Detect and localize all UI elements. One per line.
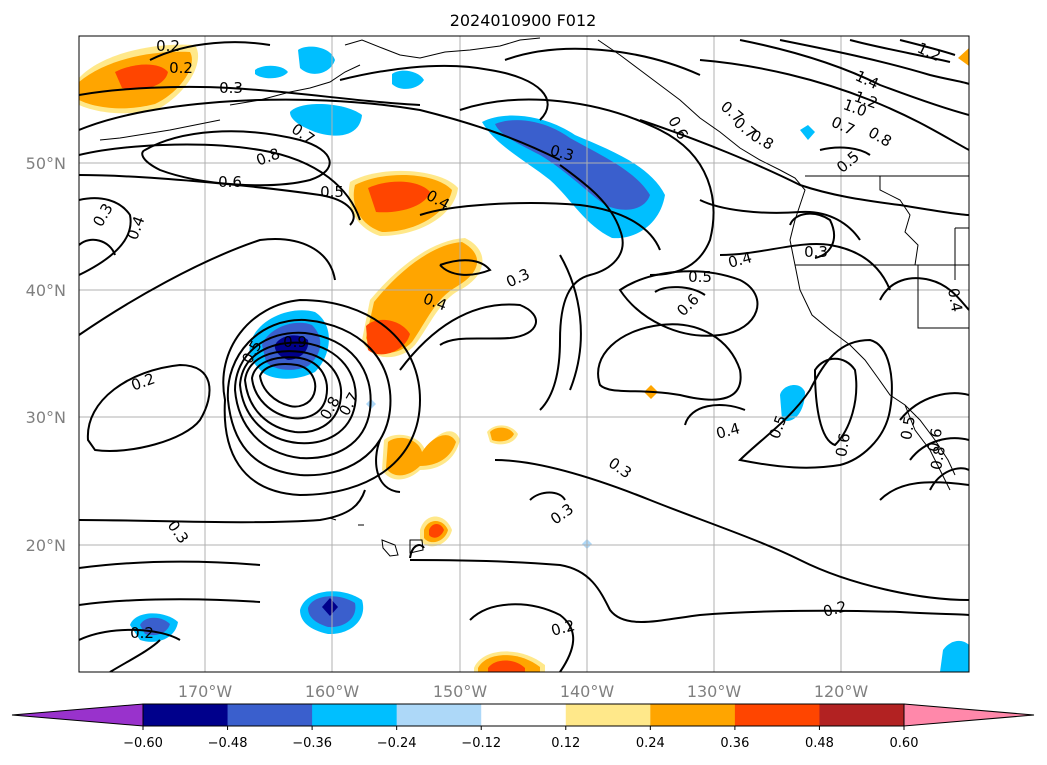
colorbar-segment	[565, 704, 651, 726]
positive-anomaly-region	[366, 319, 410, 355]
contour-label: 0.5	[320, 183, 344, 201]
contour-label: 0.2	[130, 624, 154, 642]
positive-anomaly-region	[368, 181, 430, 213]
colorbar-tick-label: −0.12	[461, 736, 501, 751]
lon-label: 130°W	[687, 682, 742, 701]
colorbar-tick-label: −0.48	[208, 736, 248, 751]
colorbar-segment	[819, 704, 905, 726]
positive-anomaly-region	[490, 427, 514, 442]
negative-anomaly-region	[322, 598, 338, 616]
longitude-labels: 170°W 160°W 150°W 140°W 130°W 120°W	[178, 682, 869, 701]
negative-anomaly-region	[800, 125, 815, 140]
colorbar-segment	[734, 704, 820, 726]
lon-label: 170°W	[178, 682, 233, 701]
map-area: 0.20.20.30.70.80.60.5 0.40.3 0.40.30.70.6 0…	[79, 36, 969, 672]
contour-label: 0.2	[549, 616, 577, 640]
map-frame	[78, 35, 970, 673]
contour-label: 0.6	[924, 427, 946, 454]
lat-label: 20°N	[26, 536, 66, 555]
contour-label: 0.4	[944, 287, 966, 314]
positive-anomaly-region	[115, 64, 168, 90]
latitude-labels: 50°N 40°N 30°N 20°N	[26, 154, 66, 555]
negative-anomaly-region	[780, 384, 805, 421]
positive-anomaly-region	[958, 48, 969, 66]
lon-label: 160°W	[305, 682, 360, 701]
colorbar-segment	[143, 704, 229, 726]
contour-label: 0.6	[832, 432, 854, 459]
negative-anomaly-region	[255, 65, 288, 79]
negative-anomaly-region	[290, 104, 362, 136]
lat-label: 30°N	[26, 408, 66, 427]
positive-anomaly-region	[429, 524, 444, 538]
colorbar-frame	[142, 703, 905, 727]
contour-label: 0.3	[219, 79, 243, 97]
colorbar-segment	[481, 704, 567, 726]
colorbar-tick-label: 0.36	[720, 736, 749, 751]
contour-label: 0.2	[169, 59, 193, 77]
lon-label: 120°W	[814, 682, 869, 701]
lat-label: 50°N	[26, 154, 66, 173]
colorbar-tick-label: −0.60	[123, 736, 163, 751]
colorbar-segment	[312, 704, 398, 726]
negative-anomaly-region	[495, 120, 650, 210]
contour-label: 0.5	[688, 268, 712, 286]
positive-anomaly-region	[386, 435, 456, 476]
colorbar-tick-label: 0.12	[551, 736, 580, 751]
colorbar-tick-label: 0.24	[636, 736, 665, 751]
contour-label: 0.4	[714, 419, 742, 443]
negative-anomaly-region	[274, 335, 309, 360]
contour-label: 0.3	[548, 141, 576, 165]
negative-anomaly-region	[392, 70, 424, 89]
colorbar-tick-label: 0.48	[805, 736, 834, 751]
negative-anomaly-region	[298, 46, 335, 74]
negative-anomaly-region	[940, 640, 969, 672]
contour-label: 0.5	[897, 415, 919, 442]
contour-label: 0.6	[218, 173, 242, 191]
colorbar-segment	[396, 704, 482, 726]
colorbar-segment	[650, 704, 736, 726]
graticule	[79, 36, 969, 672]
colorbar-extend-min	[11, 703, 144, 727]
colorbar-tick-label: 0.60	[890, 736, 919, 751]
coastlines	[99, 37, 969, 557]
contour-label: 0.4	[726, 248, 754, 272]
lat-label: 40°N	[26, 281, 66, 300]
lon-label: 140°W	[560, 682, 615, 701]
positive-anomaly-region	[488, 660, 525, 672]
figure-title: 2024010900 F012	[450, 11, 597, 30]
colorbar-segment	[227, 704, 313, 726]
colorbar-extend-max	[903, 703, 1035, 727]
colorbar: −0.60 −0.48 −0.36 −0.24 −0.12 0.12 0.24 0.36 0.4…	[11, 703, 1035, 751]
colorbar-tick-label: −0.36	[292, 736, 332, 751]
contour-lines	[79, 39, 969, 672]
colorbar-tick-label: −0.24	[377, 736, 417, 751]
contour-label: 0.2	[156, 37, 180, 55]
contour-label: 0.3	[804, 243, 828, 261]
contour-label: 0.8	[927, 445, 949, 472]
lon-label: 150°W	[433, 682, 488, 701]
contour-label: 0.2	[821, 597, 849, 621]
contour-label: 0.9	[283, 333, 307, 351]
